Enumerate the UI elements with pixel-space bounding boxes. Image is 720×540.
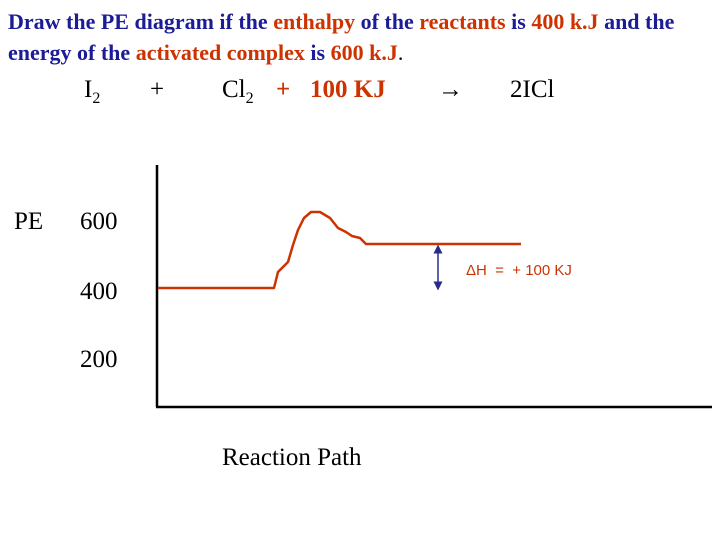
equation-arrow: → <box>438 76 463 103</box>
equation-reactant-i2: I2 <box>84 76 101 107</box>
equation-product: 2ICl <box>510 76 555 103</box>
question-text: Draw the PE diagram if the enthalpy of t… <box>8 6 714 68</box>
question-highlight-600: 600 k.J <box>330 40 398 65</box>
question-part: and the energy of the <box>8 9 675 65</box>
energy-curve <box>158 210 521 290</box>
question-highlight-enthalpy: enthalpy <box>273 9 356 34</box>
question-part: of the <box>360 9 414 34</box>
question-part: is <box>310 40 326 65</box>
equation-plus: + <box>150 76 165 103</box>
equation-reactant-cl2: Cl2 <box>222 76 254 107</box>
equation-plus-energy: + <box>276 76 291 103</box>
tick-label-200: 200 <box>80 346 118 373</box>
x-axis-label: Reaction Path <box>222 444 362 471</box>
question-highlight-400: 400 k.J <box>531 9 599 34</box>
question-highlight-activated-complex: activated complex <box>135 40 305 65</box>
tick-label-600: 600 <box>80 208 118 235</box>
equation-energy: 100 KJ <box>310 76 386 103</box>
question-part: Draw the PE diagram if the <box>8 9 268 34</box>
question-highlight-reactants: reactants <box>419 9 506 34</box>
question-part: is <box>511 9 526 34</box>
question-period: . <box>397 40 404 65</box>
delta-h-label: ΔH = + 100 KJ <box>466 262 572 279</box>
y-axis-label: PE <box>14 208 44 235</box>
tick-label-400: 400 <box>80 278 118 305</box>
